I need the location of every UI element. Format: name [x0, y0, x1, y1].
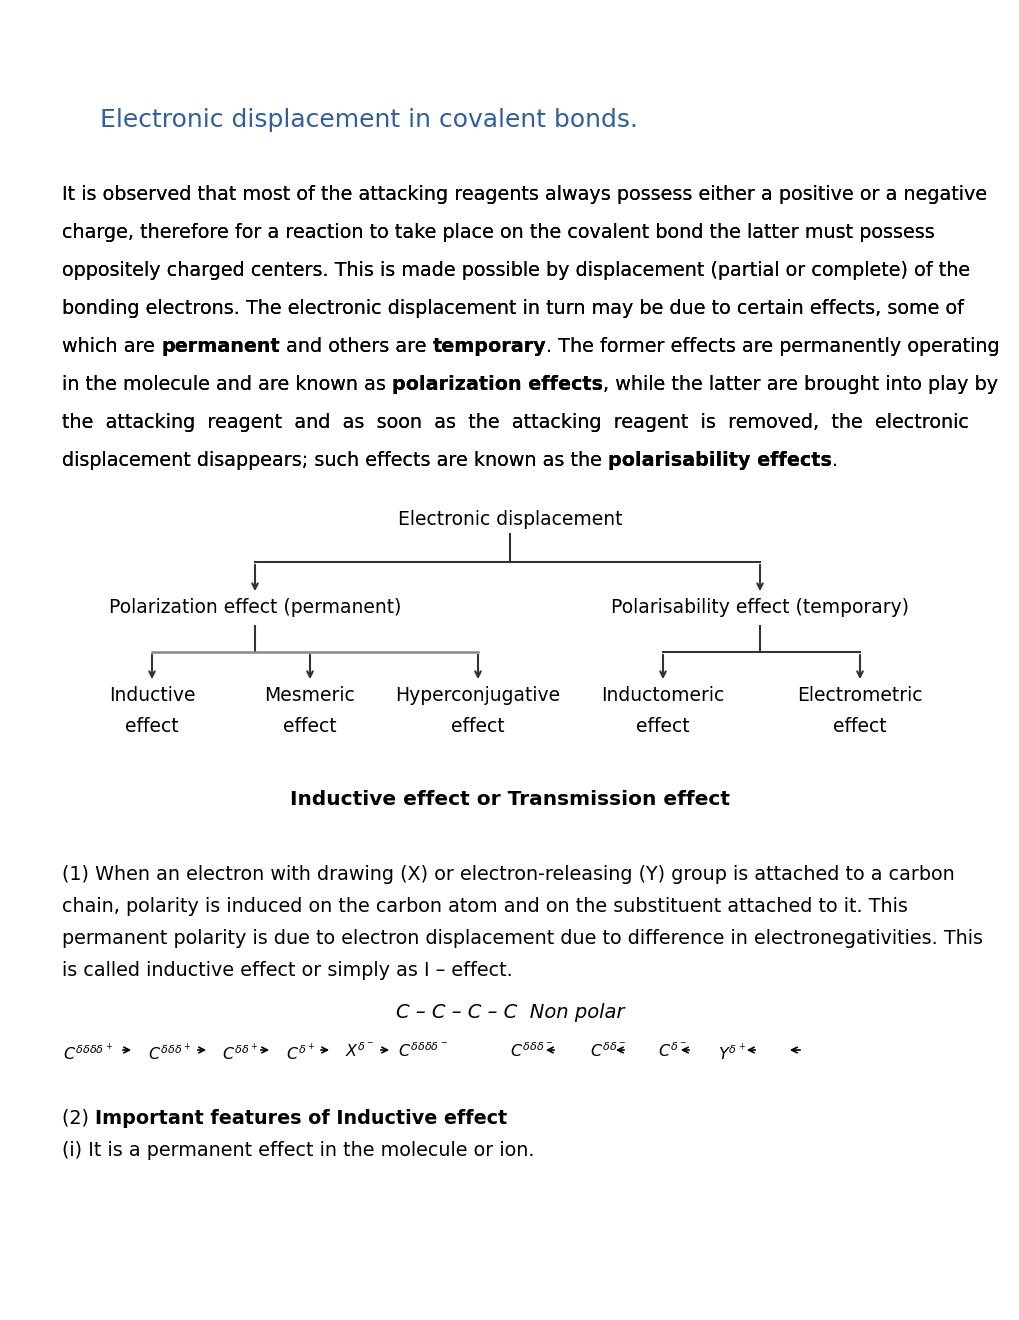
- Text: permanent polarity is due to electron displacement due to difference in electron: permanent polarity is due to electron di…: [62, 929, 982, 948]
- Text: which are: which are: [62, 337, 161, 356]
- Text: , while the latter are brought into play by: , while the latter are brought into play…: [602, 375, 998, 393]
- Text: (i) It is a permanent effect in the molecule or ion.: (i) It is a permanent effect in the mole…: [62, 1140, 534, 1160]
- Text: Electrometric
effect: Electrometric effect: [797, 686, 922, 737]
- Text: bonding electrons. The electronic displacement in turn may be due to certain eff: bonding electrons. The electronic displa…: [62, 300, 963, 318]
- Text: $C^{\delta\delta\delta\delta^+}$: $C^{\delta\delta\delta\delta^+}$: [63, 1041, 113, 1063]
- Text: , while the latter are brought into play by: , while the latter are brought into play…: [602, 375, 998, 393]
- Text: is called inductive effect or simply as I – effect.: is called inductive effect or simply as …: [62, 961, 513, 979]
- Text: .: .: [832, 451, 838, 470]
- Text: polarisability effects: polarisability effects: [607, 451, 832, 470]
- Text: $C^{\delta^-}$: $C^{\delta^-}$: [657, 1041, 687, 1060]
- Text: It is observed that most of the attacking reagents always possess either a posit: It is observed that most of the attackin…: [62, 185, 986, 205]
- Text: and others are: and others are: [279, 337, 432, 356]
- Text: the  attacking  reagent  and  as  soon  as  the  attacking  reagent  is  removed: the attacking reagent and as soon as the…: [62, 413, 968, 432]
- Text: oppositely charged centers. This is made possible by displacement (partial or co: oppositely charged centers. This is made…: [62, 261, 969, 280]
- Text: displacement disappears; such effects are known as the: displacement disappears; such effects ar…: [62, 451, 607, 470]
- Text: and others are: and others are: [279, 337, 432, 356]
- Text: Polarization effect (permanent): Polarization effect (permanent): [109, 598, 400, 616]
- Text: Polarisability effect (temporary): Polarisability effect (temporary): [610, 598, 908, 616]
- Text: Inductomeric
effect: Inductomeric effect: [601, 686, 723, 737]
- Text: polarization effects: polarization effects: [391, 375, 602, 393]
- Text: Electronic displacement in covalent bonds.: Electronic displacement in covalent bond…: [100, 108, 637, 132]
- Text: (1) When an electron with drawing (X) or electron-releasing (Y) group is attache: (1) When an electron with drawing (X) or…: [62, 865, 954, 884]
- Text: permanent: permanent: [161, 337, 279, 356]
- Text: in the molecule and are known as: in the molecule and are known as: [62, 375, 391, 393]
- Text: Hyperconjugative
effect: Hyperconjugative effect: [395, 686, 560, 737]
- Text: Inductive effect or Transmission effect: Inductive effect or Transmission effect: [289, 789, 730, 809]
- Text: Mesmeric
effect: Mesmeric effect: [264, 686, 355, 737]
- Text: Electronic displacement: Electronic displacement: [397, 510, 622, 529]
- Text: $C^{\delta\delta^+}$: $C^{\delta\delta^+}$: [222, 1041, 258, 1063]
- Text: . The former effects are permanently operating: . The former effects are permanently ope…: [545, 337, 999, 356]
- Text: $C^{\delta\delta\delta\delta^-}$: $C^{\delta\delta\delta\delta^-}$: [397, 1041, 447, 1060]
- Text: temporary: temporary: [432, 337, 545, 356]
- Text: bonding electrons. The electronic displacement in turn may be due to certain eff: bonding electrons. The electronic displa…: [62, 300, 963, 318]
- Text: (2): (2): [62, 1109, 95, 1129]
- Text: $C^{\delta\delta\delta^+}$: $C^{\delta\delta\delta^+}$: [148, 1041, 191, 1063]
- Text: $Y^{\delta^+}$: $Y^{\delta^+}$: [717, 1041, 745, 1063]
- Text: .: .: [832, 451, 838, 470]
- Text: It is observed that most of the attacking reagents always possess either a posit: It is observed that most of the attackin…: [62, 185, 986, 205]
- Text: polarisability effects: polarisability effects: [607, 451, 832, 470]
- Text: . The former effects are permanently operating: . The former effects are permanently ope…: [545, 337, 999, 356]
- Text: charge, therefore for a reaction to take place on the covalent bond the latter m: charge, therefore for a reaction to take…: [62, 223, 933, 242]
- Text: in the molecule and are known as: in the molecule and are known as: [62, 375, 391, 393]
- Text: which are: which are: [62, 337, 161, 356]
- Text: temporary: temporary: [432, 337, 545, 356]
- Text: the  attacking  reagent  and  as  soon  as  the  attacking  reagent  is  removed: the attacking reagent and as soon as the…: [62, 413, 968, 432]
- Text: $C^{\delta^+}$: $C^{\delta^+}$: [285, 1041, 315, 1063]
- Text: Inductive
effect: Inductive effect: [109, 686, 195, 737]
- Text: polarization effects: polarization effects: [391, 375, 602, 393]
- Text: permanent: permanent: [161, 337, 279, 356]
- Text: charge, therefore for a reaction to take place on the covalent bond the latter m: charge, therefore for a reaction to take…: [62, 223, 933, 242]
- Text: chain, polarity is induced on the carbon atom and on the substituent attached to: chain, polarity is induced on the carbon…: [62, 898, 907, 916]
- Text: C – C – C – C  Non polar: C – C – C – C Non polar: [395, 1003, 624, 1022]
- Text: Important features of Inductive effect: Important features of Inductive effect: [95, 1109, 506, 1129]
- Text: $C^{\delta\delta\delta^-}$: $C^{\delta\delta\delta^-}$: [510, 1041, 552, 1060]
- Text: oppositely charged centers. This is made possible by displacement (partial or co: oppositely charged centers. This is made…: [62, 261, 969, 280]
- Text: $X^{\delta^-}$: $X^{\delta^-}$: [344, 1041, 374, 1060]
- Text: $C^{\delta\delta^-}$: $C^{\delta\delta^-}$: [589, 1041, 626, 1060]
- Text: displacement disappears; such effects are known as the: displacement disappears; such effects ar…: [62, 451, 607, 470]
